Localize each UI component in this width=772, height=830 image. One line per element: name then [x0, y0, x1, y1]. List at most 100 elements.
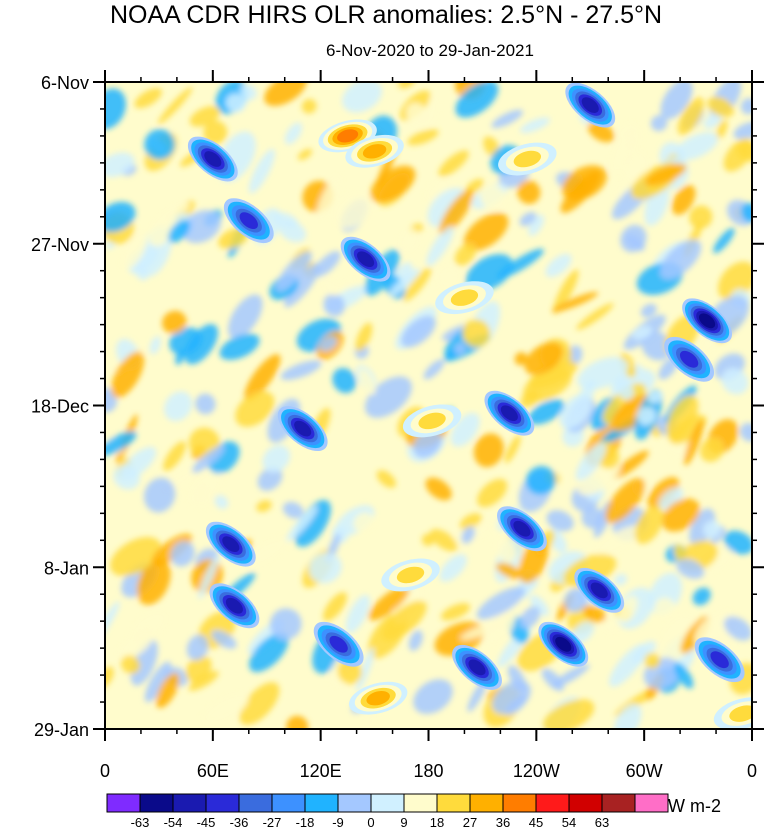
colorbar-swatch	[535, 793, 570, 813]
texture-blob	[105, 152, 135, 178]
texture-blob	[195, 393, 216, 415]
texture-blob	[120, 446, 157, 481]
colorbar-swatch	[436, 793, 471, 813]
texture-blob	[120, 655, 141, 674]
x-tick-label: 60W	[626, 761, 663, 781]
anomaly-contour	[362, 144, 387, 159]
texture-blob	[425, 178, 451, 201]
texture-blob	[461, 526, 476, 544]
anomaly-contour	[450, 289, 479, 306]
chart-title: NOAA CDR HIRS OLR anomalies: 2.5°N - 27.…	[109, 1, 663, 29]
anomaly-feature	[713, 697, 752, 729]
colorbar-label: 18	[430, 815, 444, 830]
colorbar-swatch	[106, 793, 141, 813]
texture-blob	[671, 185, 696, 215]
anomaly-feature	[484, 390, 535, 436]
texture-blob	[460, 617, 512, 640]
texture-blob	[158, 87, 193, 125]
texture-blob	[707, 96, 734, 118]
texture-blob	[713, 227, 735, 254]
texture-blob	[413, 679, 453, 715]
anomaly-feature	[574, 567, 625, 613]
texture-blob	[295, 500, 331, 547]
texture-blob	[257, 467, 283, 491]
texture-blob	[426, 226, 454, 266]
anomaly-feature	[340, 236, 391, 282]
texture-blob	[163, 441, 186, 471]
texture-blob	[519, 212, 537, 227]
x-tick-label: 120W	[513, 761, 560, 781]
texture-blob	[164, 391, 193, 422]
texture-blob	[130, 639, 158, 686]
anomaly-contour	[366, 690, 390, 706]
texture-blob	[564, 588, 588, 613]
texture-blob	[666, 394, 699, 441]
texture-blob	[560, 171, 601, 214]
texture-blob	[436, 264, 461, 290]
texture-blob	[528, 214, 545, 236]
colorbar-swatch	[403, 793, 438, 813]
texture-blob	[733, 121, 752, 140]
x-axis: 0 60E 120E 180 120W 60W 0	[100, 70, 757, 781]
texture-blob	[162, 310, 187, 334]
texture-blob	[700, 437, 725, 462]
texture-blob	[640, 303, 657, 318]
texture-blob	[184, 324, 219, 365]
colorbar-swatch	[601, 793, 636, 813]
texture-blob	[528, 399, 565, 425]
anomaly-feature	[205, 521, 256, 567]
texture-blob	[322, 592, 347, 622]
texture-blob	[297, 148, 313, 161]
anomaly-feature	[381, 558, 440, 592]
texture-blob	[524, 342, 564, 375]
texture-blob	[407, 129, 439, 146]
texture-blob	[595, 525, 642, 556]
x-tick-label: 0	[100, 761, 110, 781]
y-tick-label: 8-Jan	[44, 558, 89, 578]
colorbar-swatch	[502, 793, 537, 813]
anomaly-contour	[500, 405, 518, 422]
texture-blob	[214, 495, 229, 509]
texture-blob	[463, 212, 509, 251]
texture-blob	[105, 201, 136, 232]
texture-blob	[401, 315, 436, 348]
anomaly-feature	[694, 637, 745, 683]
colorbar-swatch	[469, 793, 504, 813]
colorbar-units: W m-2	[668, 796, 721, 816]
texture-blob	[576, 303, 614, 330]
texture-blob	[479, 184, 507, 211]
texture-blob	[581, 506, 604, 529]
texture-blob	[716, 119, 728, 139]
texture-blob	[381, 600, 427, 641]
texture-blob	[105, 88, 126, 130]
texture-blob	[650, 115, 668, 132]
colorbar-swatch	[337, 793, 372, 813]
chart-subtitle: 6-Nov-2020 to 29-Jan-2021	[326, 41, 534, 60]
texture-blob	[741, 202, 752, 223]
texture-blob	[634, 505, 664, 544]
texture-blob	[520, 390, 540, 408]
colorbar-label: 36	[496, 815, 510, 830]
colorbar-label: 27	[463, 815, 477, 830]
texture-blob	[186, 634, 209, 661]
texture-blob	[278, 220, 307, 243]
texture-blob	[740, 422, 752, 442]
texture-blob	[622, 151, 649, 183]
texture-blob	[658, 487, 684, 510]
anomaly-feature	[277, 406, 328, 452]
texture-blob	[689, 205, 713, 229]
texture-blob	[552, 269, 579, 315]
texture-blob	[313, 251, 341, 277]
texture-blob	[525, 466, 556, 495]
texture-blob	[169, 327, 202, 356]
anomaly-contour	[555, 636, 572, 652]
texture-blob	[504, 435, 521, 464]
anomaly-texture	[105, 82, 752, 729]
texture-blob	[438, 150, 469, 177]
texture-blob	[609, 643, 647, 687]
anomaly-contour	[581, 97, 599, 113]
colorbar-swatch	[139, 793, 174, 813]
texture-blob	[219, 333, 260, 360]
texture-blob	[703, 111, 724, 129]
y-axis: 6-Nov 27-Nov 18-Dec 8-Jan 29-Jan	[31, 73, 764, 740]
